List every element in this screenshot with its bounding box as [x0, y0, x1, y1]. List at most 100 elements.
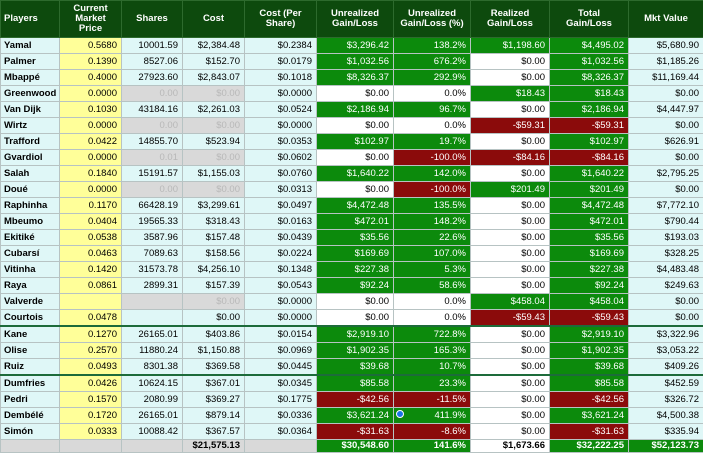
shares-cell[interactable]: 2080.99 — [122, 392, 183, 408]
mkt-value-cell[interactable]: $1,185.26 — [629, 54, 703, 70]
mkt-value-cell[interactable]: $3,322.96 — [629, 326, 703, 343]
unrealized-pct-cell[interactable]: 0.0% — [394, 118, 471, 134]
unrealized-cell[interactable]: $472.01 — [317, 214, 394, 230]
total-realized-cell[interactable]: $1,673.66 — [471, 440, 550, 453]
total-gain-loss-cell[interactable]: $169.69 — [550, 246, 629, 262]
header-mkt-value[interactable]: Mkt Value — [629, 1, 703, 38]
cost-per-share-cell[interactable]: $0.0439 — [245, 230, 317, 246]
player-name-cell[interactable]: Olise — [1, 343, 60, 359]
player-name-cell[interactable]: Raya — [1, 278, 60, 294]
realized-cell[interactable]: $1,198.60 — [471, 38, 550, 54]
player-name-cell[interactable]: Simón — [1, 424, 60, 440]
total-gain-loss-cell[interactable]: -$59.31 — [550, 118, 629, 134]
price-cell[interactable]: 0.0000 — [60, 86, 122, 102]
mkt-value-cell[interactable]: $326.72 — [629, 392, 703, 408]
unrealized-cell[interactable]: $102.97 — [317, 134, 394, 150]
total-gain-loss-cell[interactable]: -$42.56 — [550, 392, 629, 408]
header-unrealized-gain-loss[interactable]: Unrealized Gain/Loss — [317, 1, 394, 38]
price-cell[interactable]: 0.0538 — [60, 230, 122, 246]
cost-cell[interactable]: $0.00 — [183, 150, 245, 166]
realized-cell[interactable]: $0.00 — [471, 278, 550, 294]
mkt-value-cell[interactable]: $0.00 — [629, 294, 703, 310]
total-unrealized-pct-cell[interactable]: 141.6% — [394, 440, 471, 453]
unrealized-cell[interactable]: $85.58 — [317, 375, 394, 392]
player-name-cell[interactable]: Wirtz — [1, 118, 60, 134]
shares-cell[interactable]: 10001.59 — [122, 38, 183, 54]
realized-cell[interactable]: $0.00 — [471, 54, 550, 70]
cost-cell[interactable]: $318.43 — [183, 214, 245, 230]
realized-cell[interactable]: $0.00 — [471, 230, 550, 246]
unrealized-pct-cell[interactable]: 5.3% — [394, 262, 471, 278]
shares-cell[interactable]: 43184.16 — [122, 102, 183, 118]
header-cost-per-share[interactable]: Cost (Per Share) — [245, 1, 317, 38]
unrealized-pct-cell[interactable]: 722.8% — [394, 326, 471, 343]
total-cps-cell[interactable] — [245, 440, 317, 453]
cost-per-share-cell[interactable]: $0.0543 — [245, 278, 317, 294]
cost-cell[interactable]: $0.00 — [183, 118, 245, 134]
unrealized-cell[interactable]: $2,186.94 — [317, 102, 394, 118]
header-shares[interactable]: Shares — [122, 1, 183, 38]
price-cell[interactable]: 0.0426 — [60, 375, 122, 392]
realized-cell[interactable]: $18.43 — [471, 86, 550, 102]
shares-cell[interactable]: 8301.38 — [122, 359, 183, 376]
cost-per-share-cell[interactable]: $0.1775 — [245, 392, 317, 408]
unrealized-pct-cell[interactable]: 138.2% — [394, 38, 471, 54]
total-gain-loss-cell[interactable]: $18.43 — [550, 86, 629, 102]
price-cell[interactable]: 0.0861 — [60, 278, 122, 294]
player-name-cell[interactable]: Courtois — [1, 310, 60, 327]
mkt-value-cell[interactable]: $0.00 — [629, 310, 703, 327]
total-gain-loss-cell[interactable]: $1,032.56 — [550, 54, 629, 70]
shares-cell[interactable] — [122, 310, 183, 327]
unrealized-cell[interactable]: $169.69 — [317, 246, 394, 262]
unrealized-cell[interactable]: $35.56 — [317, 230, 394, 246]
player-name-cell[interactable]: Mbappé — [1, 70, 60, 86]
cost-per-share-cell[interactable]: $0.0179 — [245, 54, 317, 70]
unrealized-pct-cell[interactable]: 10.7% — [394, 359, 471, 376]
mkt-value-cell[interactable]: $626.91 — [629, 134, 703, 150]
price-cell[interactable]: 0.0493 — [60, 359, 122, 376]
cost-per-share-cell[interactable]: $0.1348 — [245, 262, 317, 278]
cost-per-share-cell[interactable]: $0.0364 — [245, 424, 317, 440]
cost-cell[interactable]: $2,261.03 — [183, 102, 245, 118]
unrealized-pct-cell[interactable]: 142.0% — [394, 166, 471, 182]
realized-cell[interactable]: -$84.16 — [471, 150, 550, 166]
cost-cell[interactable]: $369.27 — [183, 392, 245, 408]
unrealized-cell[interactable]: $1,902.35 — [317, 343, 394, 359]
unrealized-cell[interactable]: $39.68 — [317, 359, 394, 376]
total-gain-loss-cell[interactable]: $227.38 — [550, 262, 629, 278]
realized-cell[interactable]: -$59.31 — [471, 118, 550, 134]
cost-cell[interactable]: $0.00 — [183, 86, 245, 102]
realized-cell[interactable]: $0.00 — [471, 424, 550, 440]
price-cell[interactable]: 0.0404 — [60, 214, 122, 230]
total-gain-loss-cell[interactable]: $85.58 — [550, 375, 629, 392]
price-cell[interactable]: 0.0463 — [60, 246, 122, 262]
mkt-value-cell[interactable]: $4,500.38 — [629, 408, 703, 424]
mkt-value-cell[interactable]: $249.63 — [629, 278, 703, 294]
player-name-cell[interactable]: Vitinha — [1, 262, 60, 278]
cost-per-share-cell[interactable]: $0.0345 — [245, 375, 317, 392]
total-gain-loss-cell[interactable]: $458.04 — [550, 294, 629, 310]
player-name-cell[interactable]: Salah — [1, 166, 60, 182]
cost-cell[interactable]: $158.56 — [183, 246, 245, 262]
price-cell[interactable]: 0.1720 — [60, 408, 122, 424]
mkt-value-cell[interactable]: $0.00 — [629, 86, 703, 102]
selection-fill-handle[interactable] — [396, 410, 404, 418]
unrealized-pct-cell[interactable]: 0.0% — [394, 294, 471, 310]
cost-per-share-cell[interactable]: $0.0524 — [245, 102, 317, 118]
unrealized-pct-cell[interactable]: 148.2% — [394, 214, 471, 230]
cost-cell[interactable]: $367.57 — [183, 424, 245, 440]
cost-cell[interactable]: $3,299.61 — [183, 198, 245, 214]
price-cell[interactable]: 0.0000 — [60, 182, 122, 198]
cost-cell[interactable]: $1,150.88 — [183, 343, 245, 359]
cost-per-share-cell[interactable]: $0.1018 — [245, 70, 317, 86]
cost-per-share-cell[interactable]: $0.0336 — [245, 408, 317, 424]
mkt-value-cell[interactable]: $0.00 — [629, 150, 703, 166]
unrealized-cell[interactable]: $227.38 — [317, 262, 394, 278]
price-cell[interactable]: 0.0478 — [60, 310, 122, 327]
cost-cell[interactable]: $152.70 — [183, 54, 245, 70]
player-name-cell[interactable]: Ekitiké — [1, 230, 60, 246]
realized-cell[interactable]: $0.00 — [471, 326, 550, 343]
total-cost-cell[interactable]: $21,575.13 — [183, 440, 245, 453]
total-gain-loss-cell[interactable]: $1,902.35 — [550, 343, 629, 359]
total-gain-loss-cell[interactable]: $472.01 — [550, 214, 629, 230]
